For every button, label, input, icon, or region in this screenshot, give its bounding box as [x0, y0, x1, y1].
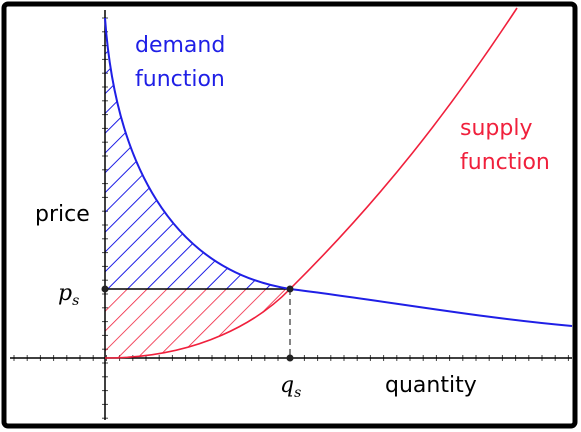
x-axis-label: quantity [385, 373, 477, 398]
supply-curve [104, 7, 518, 359]
price-point [101, 285, 109, 293]
producer-surplus [105, 289, 290, 358]
consumer-surplus [105, 18, 290, 289]
demand-label: function [135, 67, 225, 92]
y-axis-label: price [35, 202, 90, 227]
quantity-marker-sub: s [294, 385, 301, 401]
supply-label: function [460, 150, 550, 175]
quantity-marker-base: q [280, 373, 294, 398]
supply-label: supply [460, 116, 532, 141]
price-marker-base: p [58, 281, 72, 306]
price-marker-sub: s [72, 293, 79, 309]
demand-label: demand [135, 33, 225, 58]
quantity-point [286, 354, 294, 362]
demand-curve [104, 17, 573, 327]
price-marker: ps [58, 281, 79, 309]
equilibrium-point [286, 285, 294, 293]
quantity-marker: qs [280, 373, 301, 401]
